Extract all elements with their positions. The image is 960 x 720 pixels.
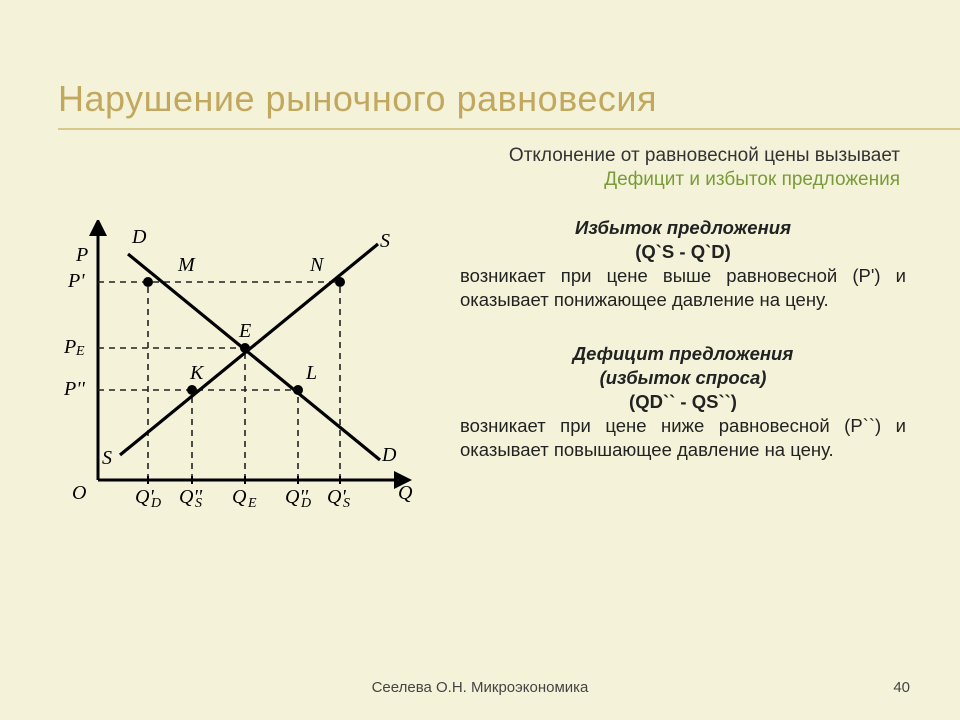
title-underline	[58, 128, 960, 130]
chart-label: D	[132, 226, 146, 249]
chart-label: E	[76, 344, 85, 360]
surplus-heading: Избыток предложения	[460, 216, 906, 240]
chart-label: S	[195, 496, 202, 512]
supply-demand-chart: POQP'PEP''DSSDMNEKLQ'DQ''SQEQ''DQ'S	[40, 220, 440, 520]
chart-label: P	[76, 244, 88, 267]
deficit-body: возникает при цене ниже равновесной (Р``…	[460, 414, 906, 462]
content-area: POQP'PEP''DSSDMNEKLQ'DQ''SQEQ''DQ'S Избы…	[0, 210, 960, 660]
subtitle-line-2: Дефицит и избыток предложения	[0, 168, 900, 192]
chart-label: D	[301, 496, 311, 512]
chart-label: E	[239, 320, 251, 343]
deficit-sub: (избыток спроса)	[460, 366, 906, 390]
chart-label: S	[380, 230, 390, 253]
chart-label: Q	[398, 482, 412, 505]
chart-label: D	[151, 496, 161, 512]
chart-label: P	[64, 336, 76, 359]
surplus-paragraph: Избыток предложения (Q`S - Q`D) возникае…	[460, 216, 906, 312]
chart-label: S	[102, 447, 112, 470]
deficit-heading: Дефицит предложения	[460, 342, 906, 366]
deficit-formula: (QD`` - QS``)	[460, 390, 906, 414]
title-block: Нарушение рыночного равновесия	[0, 0, 960, 138]
footer-author: Сеелева О.Н. Микроэкономика	[0, 679, 960, 696]
chart-label: L	[306, 362, 317, 385]
chart-label: K	[190, 362, 203, 385]
chart-label: E	[248, 496, 257, 512]
chart-label: O	[72, 482, 86, 505]
chart-label: N	[310, 254, 323, 277]
chart-label: P''	[64, 378, 85, 401]
chart-label: S	[343, 496, 350, 512]
text-column: Избыток предложения (Q`S - Q`D) возникае…	[460, 216, 906, 492]
subtitle-line-1: Отклонение от равновесной цены вызывает	[0, 144, 900, 168]
footer-page-number: 40	[893, 679, 910, 696]
chart-svg	[40, 220, 440, 520]
deficit-paragraph: Дефицит предложения (избыток спроса) (QD…	[460, 342, 906, 462]
surplus-formula: (Q`S - Q`D)	[460, 240, 906, 264]
chart-label: P'	[68, 270, 85, 293]
chart-label: D	[382, 444, 396, 467]
surplus-body: возникает при цене выше равновесной (Р')…	[460, 264, 906, 312]
chart-label: Q	[232, 486, 246, 509]
slide-title: Нарушение рыночного равновесия	[58, 78, 960, 120]
chart-label: M	[178, 254, 195, 277]
subtitle-block: Отклонение от равновесной цены вызывает …	[0, 138, 960, 192]
